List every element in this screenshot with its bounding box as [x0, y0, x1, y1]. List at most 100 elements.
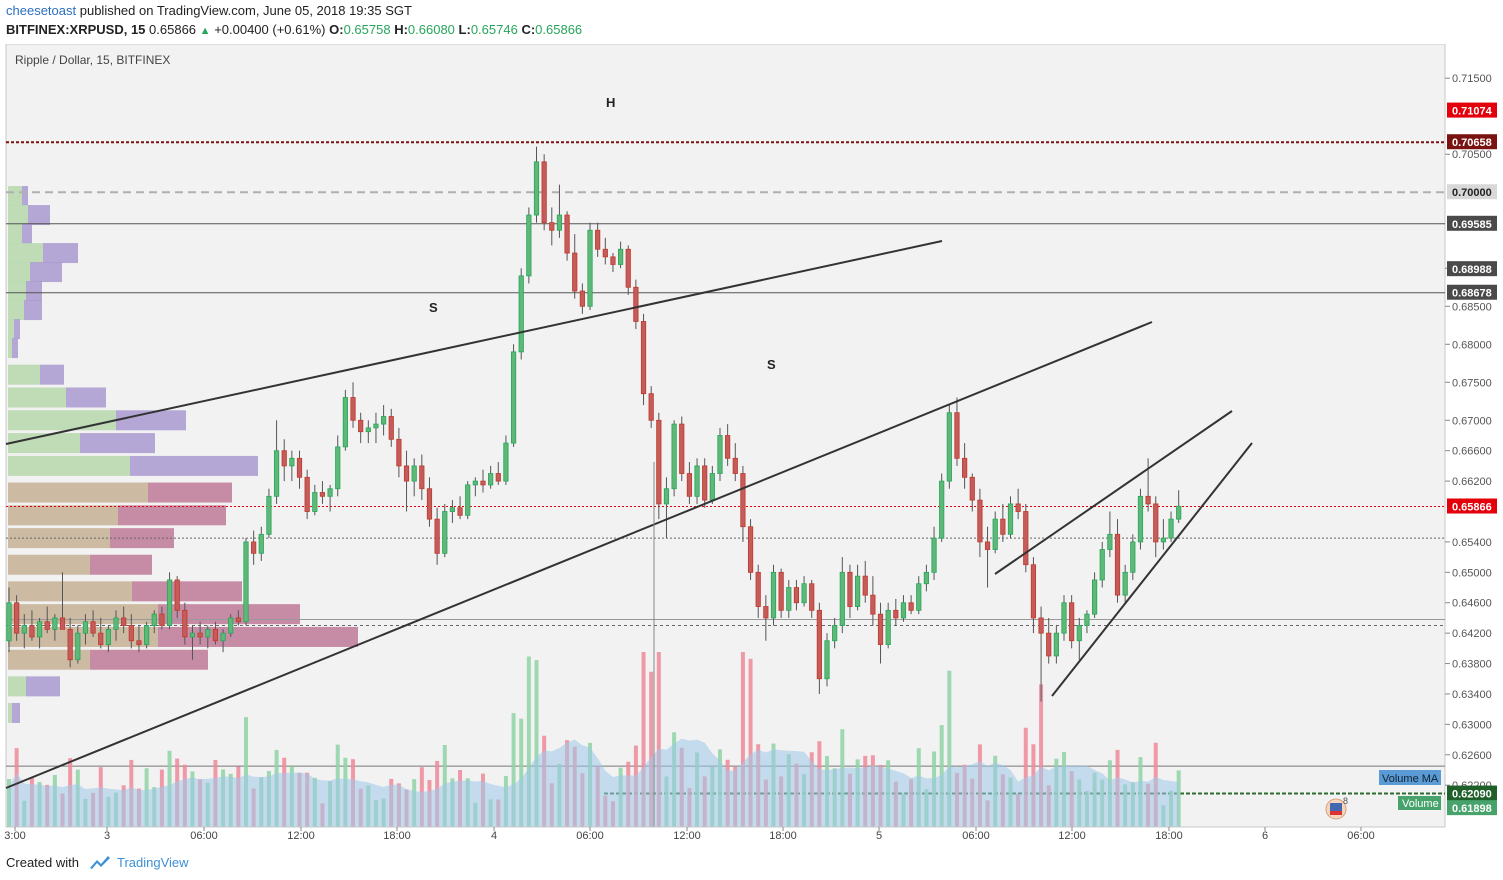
candle-body [1160, 537, 1166, 543]
candle-body [166, 579, 173, 626]
candles [6, 146, 1182, 702]
profile-up-bar [8, 604, 158, 625]
candle-body [1069, 602, 1075, 642]
candle-body [518, 275, 524, 353]
trend-line-neckline[interactable] [5, 240, 943, 445]
profile-down-bar [30, 262, 62, 283]
candle-body [923, 571, 930, 585]
y-tick-label: 0.71500 [1452, 73, 1492, 85]
candle-body [14, 602, 20, 634]
profile-up-bar [8, 319, 14, 340]
candle-body [572, 252, 578, 292]
candle-body [419, 465, 425, 490]
created-with-text: Created with [6, 855, 79, 870]
candle-body [36, 621, 43, 638]
candle-body [144, 625, 150, 645]
profile-down-bar [132, 581, 242, 602]
candle-body [893, 609, 899, 619]
y-tick-label: 0.67500 [1452, 377, 1492, 389]
candle-body [656, 419, 662, 505]
volume-bar [526, 656, 531, 827]
candle-body [350, 397, 356, 421]
symbol-name: BITFINEX:XRPUSD, 15 [6, 22, 146, 37]
candle-body [1076, 625, 1082, 642]
profile-down-bar [22, 224, 32, 245]
candle-body [1168, 518, 1174, 539]
candle-body [67, 628, 73, 661]
candle-body [281, 450, 287, 467]
candle-body [189, 632, 196, 638]
x-tick-label: 3 [104, 830, 110, 842]
tradingview-link[interactable]: TradingView [117, 855, 189, 870]
candle-body [946, 412, 952, 482]
profile-up-bar [8, 505, 118, 526]
candle-body [740, 473, 746, 528]
y-tick-label: 0.62600 [1452, 750, 1492, 762]
profile-down-bar [158, 626, 358, 647]
candle-body [304, 476, 310, 512]
wedge-lower-line[interactable] [1051, 442, 1253, 697]
candle-body [640, 321, 647, 395]
volume-badge [1398, 796, 1441, 810]
candle-body [442, 511, 448, 554]
y-tick-label: 0.63800 [1452, 659, 1492, 671]
candle-body [686, 473, 693, 497]
open-label: O: [329, 22, 344, 37]
y-tick-label: 0.63000 [1452, 719, 1492, 731]
candle-body [778, 571, 784, 611]
candle-body [457, 507, 463, 516]
profile-down-bar [12, 702, 20, 723]
chart-title: Ripple / Dollar, 15, BITFINEX [15, 53, 170, 67]
publish-line: cheesetoast published on TradingView.com… [6, 3, 412, 18]
y-tick-label: 0.65400 [1452, 537, 1492, 549]
candle-body [625, 248, 631, 288]
right-shoulder-label: S [767, 357, 776, 372]
head-label: H [606, 95, 615, 110]
up-arrow-icon: ▲ [199, 25, 211, 37]
candle-body [709, 473, 715, 501]
candle-body [381, 416, 387, 425]
profile-down-bar [66, 387, 106, 408]
candle-body [1023, 511, 1029, 566]
candle-body [335, 446, 341, 490]
candle-body [725, 435, 731, 459]
candle-body [533, 161, 540, 216]
event-flag-icon[interactable]: 8 [1325, 796, 1348, 820]
volume-bar [649, 671, 654, 827]
price-axis[interactable]: 0.715000.705000.690000.685000.680000.675… [1445, 73, 1497, 816]
candle-body [602, 248, 608, 258]
close-label: C: [521, 22, 536, 37]
volume-bar [511, 713, 516, 827]
candle-body [556, 214, 563, 231]
x-tick-label: 18:00 [769, 830, 797, 842]
candle-body [159, 613, 165, 626]
price-tag [1447, 261, 1497, 277]
volume-label: Volume [1402, 798, 1439, 810]
profile-up-bar [8, 186, 22, 207]
candle-body [1007, 503, 1014, 535]
trend-line-support[interactable] [5, 321, 1153, 789]
candle-body [403, 465, 410, 482]
candle-body [549, 222, 555, 231]
wedge-upper-line[interactable] [994, 410, 1233, 575]
candle-body [59, 617, 66, 630]
candle-body [755, 571, 761, 607]
price-chart[interactable]: H S S Ripple / Dollar, 15, BITFINEX 0.71… [0, 44, 1503, 850]
profile-down-bar [43, 243, 78, 264]
candle-body [1114, 533, 1121, 596]
price-tag-label: 0.68678 [1452, 288, 1492, 300]
time-axis[interactable]: 3:00 3 06:00 12:00 18:00 4 06:00 12:00 18:00 5 06:… [4, 826, 1445, 842]
footer: Created with TradingView [0, 850, 1503, 880]
candle-body [358, 419, 364, 433]
candle-body [671, 423, 677, 490]
volume-ma-label: Volume MA [1382, 773, 1439, 785]
candle-body [197, 632, 203, 638]
candle-body [847, 571, 853, 607]
author-link[interactable]: cheesetoast [6, 3, 77, 18]
profile-up-bar [8, 554, 90, 575]
price-tag-label: 0.71074 [1452, 106, 1493, 118]
candle-body [411, 465, 417, 482]
candle-body [495, 473, 501, 482]
y-tick-label: 0.67000 [1452, 415, 1492, 427]
candle-body [510, 351, 517, 444]
